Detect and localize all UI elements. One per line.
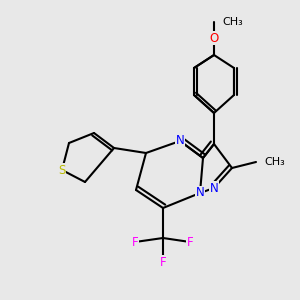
Text: N: N [176, 134, 184, 148]
Text: F: F [132, 236, 138, 248]
Text: N: N [196, 187, 204, 200]
Text: F: F [160, 256, 166, 268]
Text: CH₃: CH₃ [264, 157, 285, 167]
Text: F: F [187, 236, 193, 248]
Text: CH₃: CH₃ [222, 17, 243, 27]
Text: S: S [58, 164, 66, 176]
Text: O: O [209, 32, 219, 44]
Text: N: N [210, 182, 218, 194]
